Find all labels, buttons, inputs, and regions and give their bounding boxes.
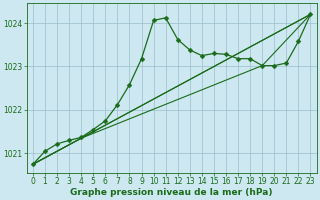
X-axis label: Graphe pression niveau de la mer (hPa): Graphe pression niveau de la mer (hPa) xyxy=(70,188,273,197)
